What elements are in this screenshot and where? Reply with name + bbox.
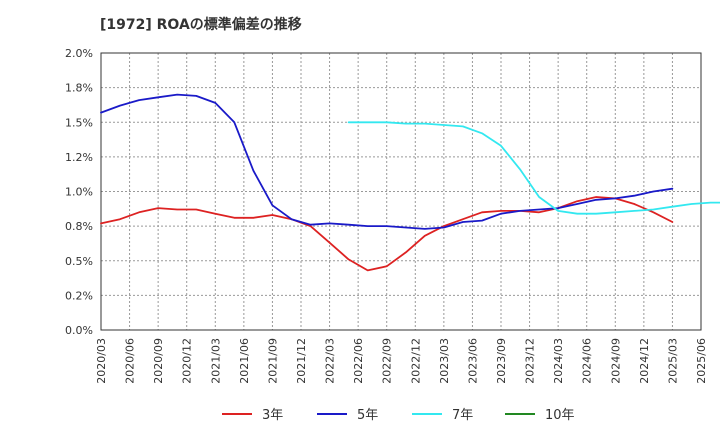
x-tick-label: 2024/06 xyxy=(581,338,594,384)
y-tick-label: 0.8% xyxy=(65,220,93,233)
x-tick-label: 2024/03 xyxy=(552,338,565,384)
series-line-1 xyxy=(100,196,674,272)
x-tick-label: 2022/12 xyxy=(409,338,422,384)
legend-label-4: 10年 xyxy=(545,408,575,423)
series-line-3 xyxy=(347,121,720,215)
x-tick-label: 2022/09 xyxy=(381,338,394,384)
x-tick-label: 2025/03 xyxy=(666,338,679,384)
x-tick-label: 2021/12 xyxy=(295,338,308,384)
x-tick-label: 2025/06 xyxy=(695,338,708,384)
y-tick-label: 0.2% xyxy=(65,289,93,302)
x-tick-label: 2020/12 xyxy=(181,338,194,384)
x-tick-label: 2020/06 xyxy=(124,338,137,384)
y-tick-label: 0.0% xyxy=(65,324,93,337)
x-tick-label: 2024/12 xyxy=(638,338,651,384)
y-tick-label: 1.0% xyxy=(65,186,93,199)
y-tick-label: 2.0% xyxy=(65,47,93,60)
legend-label-2: 5年 xyxy=(357,408,378,423)
chart-title: [1972] ROAの標準偏差の推移 xyxy=(100,17,302,33)
x-tick-label: 2021/06 xyxy=(238,338,251,384)
y-tick-label: 1.5% xyxy=(65,116,93,129)
x-tick-label: 2024/09 xyxy=(609,338,622,384)
x-tick-label: 2020/09 xyxy=(152,338,165,384)
series-line-2 xyxy=(100,93,674,230)
y-tick-label: 1.2% xyxy=(65,151,93,164)
x-tick-label: 2021/03 xyxy=(209,338,222,384)
x-tick-label: 2023/06 xyxy=(466,338,479,384)
x-tick-label: 2020/03 xyxy=(95,338,108,384)
y-tick-label: 0.5% xyxy=(65,255,93,268)
x-tick-label: 2023/12 xyxy=(524,338,537,384)
x-tick-label: 2022/03 xyxy=(324,338,337,384)
x-tick-label: 2021/09 xyxy=(266,338,279,384)
plot-border xyxy=(100,52,702,331)
x-tick-label: 2023/09 xyxy=(495,338,508,384)
legend-label-1: 3年 xyxy=(262,408,283,423)
y-tick-label: 1.8% xyxy=(65,82,93,95)
x-tick-label: 2022/06 xyxy=(352,338,365,384)
x-tick-label: 2023/03 xyxy=(438,338,451,384)
legend-label-3: 7年 xyxy=(452,408,473,423)
